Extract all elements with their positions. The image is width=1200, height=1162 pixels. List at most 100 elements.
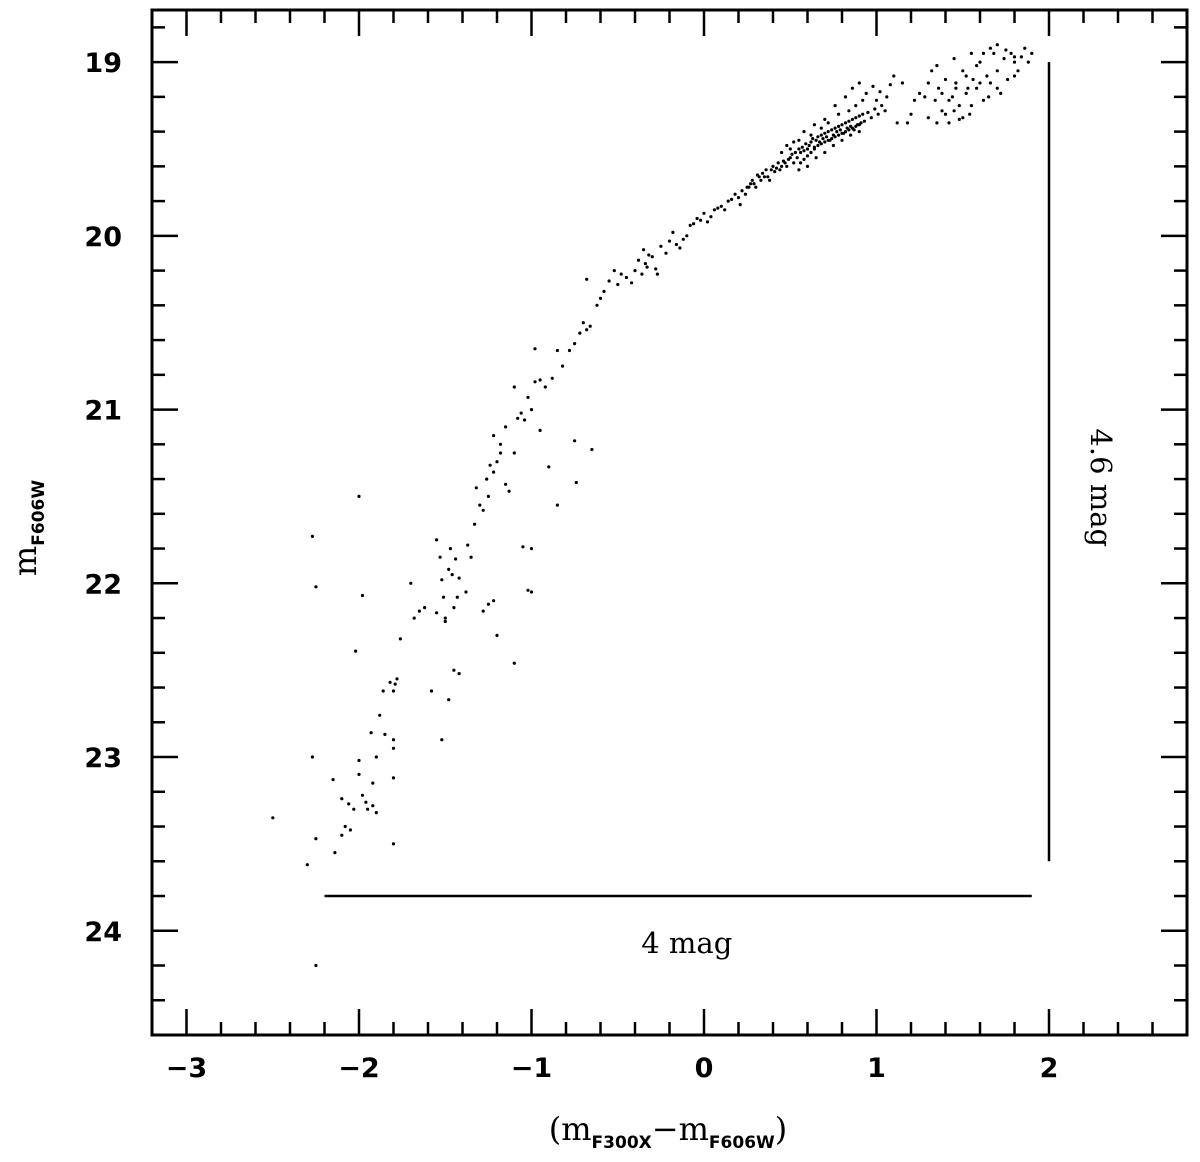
- data-point: [833, 104, 837, 108]
- data-point: [667, 239, 672, 243]
- data-point: [847, 128, 851, 132]
- data-point: [771, 164, 775, 168]
- data-point: [412, 616, 416, 620]
- data-point: [438, 555, 442, 559]
- data-point: [578, 331, 582, 335]
- data-point: [843, 95, 848, 99]
- data-point: [793, 150, 798, 155]
- data-point: [381, 689, 385, 693]
- data-point: [452, 668, 456, 672]
- data-point: [823, 131, 827, 135]
- data-point: [443, 619, 447, 624]
- data-point: [930, 69, 934, 73]
- data-point: [857, 130, 861, 134]
- data-point: [348, 828, 352, 832]
- data-point: [926, 81, 930, 85]
- data-point: [816, 135, 820, 139]
- data-point: [360, 793, 365, 797]
- data-point: [464, 590, 468, 594]
- data-point: [995, 69, 999, 73]
- data-point: [547, 465, 551, 469]
- data-points: [271, 43, 1034, 968]
- data-point: [837, 112, 841, 116]
- data-point: [873, 107, 877, 111]
- data-point: [388, 680, 392, 684]
- data-point: [975, 86, 979, 90]
- data-point: [452, 606, 456, 610]
- data-point: [488, 463, 492, 467]
- data-point: [762, 175, 767, 179]
- data-point: [469, 555, 473, 559]
- data-point: [854, 116, 858, 120]
- data-point: [988, 46, 993, 50]
- data-point: [774, 166, 779, 170]
- data-point: [969, 51, 974, 56]
- data-point: [778, 168, 782, 172]
- data-point: [987, 95, 991, 99]
- data-point: [374, 811, 378, 815]
- data-point: [804, 142, 808, 146]
- data-point: [883, 109, 887, 113]
- data-point: [455, 595, 459, 599]
- data-point: [310, 534, 314, 539]
- data-point: [857, 123, 861, 127]
- data-point: [733, 192, 737, 196]
- data-point: [383, 732, 387, 737]
- data-point: [749, 182, 753, 186]
- vertical-scale-label: 4.6 mag: [1084, 428, 1118, 547]
- data-point: [937, 86, 941, 90]
- data-point: [814, 156, 818, 160]
- data-point: [538, 428, 542, 432]
- data-point: [826, 121, 830, 125]
- data-point: [664, 251, 668, 255]
- data-point: [850, 86, 855, 90]
- data-point: [843, 130, 848, 134]
- data-point: [792, 140, 796, 144]
- data-point: [640, 272, 644, 276]
- data-point: [709, 215, 713, 219]
- data-point: [909, 112, 913, 116]
- data-point: [978, 60, 982, 64]
- data-point: [876, 112, 880, 116]
- data-point: [957, 117, 961, 121]
- data-point: [854, 124, 858, 128]
- data-point: [861, 112, 865, 116]
- data-point: [678, 246, 682, 250]
- data-point: [805, 147, 810, 151]
- data-point: [371, 781, 375, 785]
- data-point: [588, 324, 592, 328]
- data-point: [498, 451, 503, 455]
- axis-tick-labels: −3 −2 −1 0 1 2 19 20 21 22 23 24: [84, 48, 1058, 1084]
- horizontal-scale-label: 4 mag: [641, 926, 732, 960]
- data-point: [857, 81, 861, 85]
- data-point: [892, 74, 896, 78]
- data-point: [780, 150, 784, 155]
- data-point: [802, 149, 806, 153]
- data-point: [954, 86, 958, 90]
- data-point: [495, 633, 499, 638]
- data-point: [643, 262, 648, 266]
- data-point: [314, 837, 318, 841]
- data-point: [726, 199, 730, 203]
- data-point: [850, 117, 855, 121]
- data-point: [947, 98, 951, 102]
- data-point: [831, 143, 836, 148]
- data-point: [507, 489, 511, 493]
- data-point: [847, 119, 851, 123]
- data-point: [864, 91, 868, 95]
- data-point: [654, 267, 658, 271]
- data-point: [933, 98, 937, 102]
- data-point: [481, 508, 485, 512]
- data-point: [369, 731, 373, 735]
- data-point: [485, 477, 489, 481]
- data-point: [750, 178, 754, 182]
- data-point: [692, 222, 696, 226]
- y-tick-label: 23: [84, 743, 122, 774]
- data-point: [538, 378, 542, 382]
- data-point: [550, 376, 554, 380]
- data-point: [788, 147, 792, 151]
- data-point: [512, 451, 516, 455]
- data-point: [573, 342, 577, 346]
- data-point: [905, 121, 910, 125]
- data-point: [992, 51, 996, 56]
